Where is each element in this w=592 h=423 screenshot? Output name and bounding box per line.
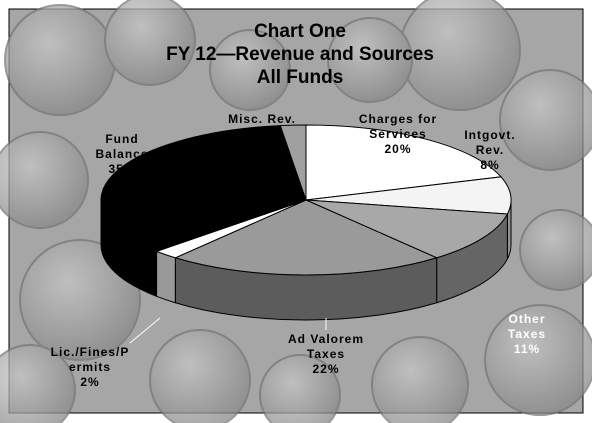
slice-value-label: 2% — [80, 375, 100, 389]
chart-title: Chart One FY 12—Revenue and Sources All … — [166, 21, 434, 88]
slice-label: Fund Balance — [95, 132, 149, 161]
slice-label: Lic./Fines/P ermits — [50, 345, 130, 374]
slice — [305, 176, 512, 215]
slice-value-label: 20% — [384, 142, 412, 156]
slice — [305, 199, 509, 259]
leader-line — [399, 147, 413, 161]
slice — [279, 124, 307, 201]
slice-value-label: 11% — [513, 342, 541, 356]
slice-label: Intgovt. Rev. — [464, 128, 516, 157]
slice-label: Misc. Rev. — [228, 112, 296, 126]
slice — [305, 124, 502, 201]
slice-value-label: 8% — [480, 158, 500, 172]
slice-label: Other Taxes — [507, 312, 547, 341]
leader-line — [129, 317, 161, 344]
slice — [100, 125, 307, 252]
leader-line — [469, 169, 479, 181]
slice-value-label: 22% — [312, 362, 340, 376]
slice-value-label: 35% — [108, 162, 136, 176]
slice-side — [156, 250, 176, 304]
slice-label: Ad Valorem Taxes — [287, 332, 365, 361]
slice — [173, 199, 439, 276]
slice-value-label: 2% — [252, 127, 272, 141]
slice-label: Charges for Services — [358, 112, 438, 141]
